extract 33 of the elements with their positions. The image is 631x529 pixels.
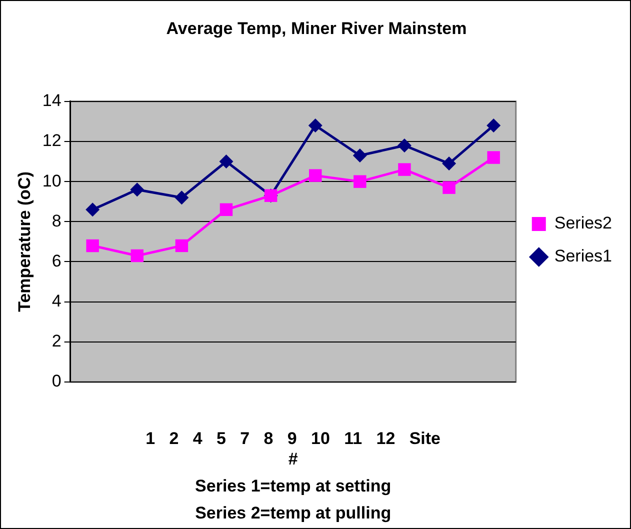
point <box>352 148 367 163</box>
point <box>487 151 500 164</box>
y-tick-label: 10 <box>42 171 62 190</box>
point <box>397 138 412 152</box>
y-tick-label: 4 <box>52 292 62 311</box>
y-tick-label: 0 <box>52 372 62 391</box>
x-axis-title: 1 2 4 5 7 8 9 10 11 12 Site # <box>146 429 441 468</box>
point <box>354 175 366 188</box>
chart-title: Average Temp, Miner River Mainstem <box>166 18 467 38</box>
y-tick-label: 2 <box>52 332 62 351</box>
y-axis-title: Temperature (oC) <box>14 171 34 312</box>
point <box>486 118 501 132</box>
point <box>174 190 189 205</box>
y-tick-label: 12 <box>42 131 62 150</box>
point <box>130 249 144 262</box>
point <box>308 118 322 132</box>
y-tick-label: 14 <box>42 91 62 110</box>
point <box>442 156 456 171</box>
point <box>309 169 322 182</box>
point <box>220 203 233 216</box>
point <box>442 181 456 194</box>
y-tick-label: 6 <box>52 251 62 270</box>
point <box>219 154 234 169</box>
legend-label: Series2 <box>554 214 612 233</box>
point <box>86 202 100 217</box>
legend-label: Series1 <box>554 246 612 266</box>
point <box>86 239 99 252</box>
text: Series 2=temp at pulling <box>195 504 392 523</box>
point <box>398 163 411 176</box>
y-tick-label: 8 <box>52 211 62 230</box>
point <box>175 239 188 252</box>
point <box>130 182 144 197</box>
text: Series 1=temp at setting <box>195 476 392 496</box>
